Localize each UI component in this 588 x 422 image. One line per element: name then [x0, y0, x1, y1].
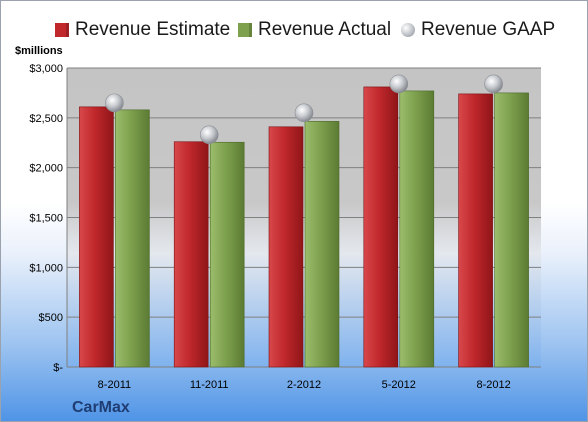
x-tick-label: 5-2012: [382, 379, 416, 391]
y-tick-label: $1,500: [29, 213, 63, 225]
legend-label-revenue-gaap: Revenue GAAP: [421, 19, 556, 40]
y-tick-label: $3,000: [29, 63, 63, 75]
marker-revenue-gaap: [389, 74, 409, 94]
bar-revenue-actual: [399, 90, 435, 368]
bar-revenue-actual: [209, 141, 245, 368]
bar-revenue-actual: [115, 109, 150, 368]
x-tick-label: 2-2012: [287, 379, 321, 391]
x-tick-label: 8-2012: [476, 379, 510, 391]
bar-revenue-actual: [494, 92, 529, 368]
bar-revenue-estimate: [268, 126, 304, 368]
legend-swatch-revenue-estimate: [55, 23, 69, 37]
legend-label-revenue-actual: Revenue Actual: [258, 19, 392, 40]
marker-revenue-gaap: [105, 93, 124, 113]
y-axis-unit-label: $millions: [15, 45, 63, 57]
legend-swatch-revenue-actual: [238, 23, 252, 37]
y-tick-label: $-: [53, 362, 63, 374]
x-tick-label: 11-2011: [190, 379, 229, 391]
legend-label-revenue-estimate: Revenue Estimate: [75, 19, 231, 40]
bar-revenue-actual: [304, 121, 340, 368]
bar-revenue-estimate: [363, 86, 399, 368]
legend: Revenue Estimate Revenue Actual Revenue …: [1, 15, 587, 45]
legend-item-revenue-actual: Revenue Actual: [238, 15, 391, 45]
x-tick-label: 8-2011: [98, 379, 131, 391]
legend-swatch-revenue-gaap: [401, 23, 415, 37]
bar-revenue-estimate: [79, 106, 114, 368]
y-tick-label: $1,000: [29, 262, 63, 274]
y-tick-label: $2,500: [29, 113, 63, 125]
company-name: CarMax: [72, 399, 130, 416]
bar-revenue-estimate: [173, 141, 209, 368]
marker-revenue-gaap: [484, 74, 503, 94]
bar-revenue-estimate: [458, 93, 493, 368]
y-tick-label: $2,000: [29, 163, 63, 175]
legend-item-revenue-estimate: Revenue Estimate: [55, 15, 230, 45]
legend-item-revenue-gaap: Revenue GAAP: [401, 15, 555, 45]
marker-revenue-gaap: [199, 125, 219, 145]
y-tick-label: $500: [39, 312, 63, 324]
marker-revenue-gaap: [294, 103, 314, 123]
